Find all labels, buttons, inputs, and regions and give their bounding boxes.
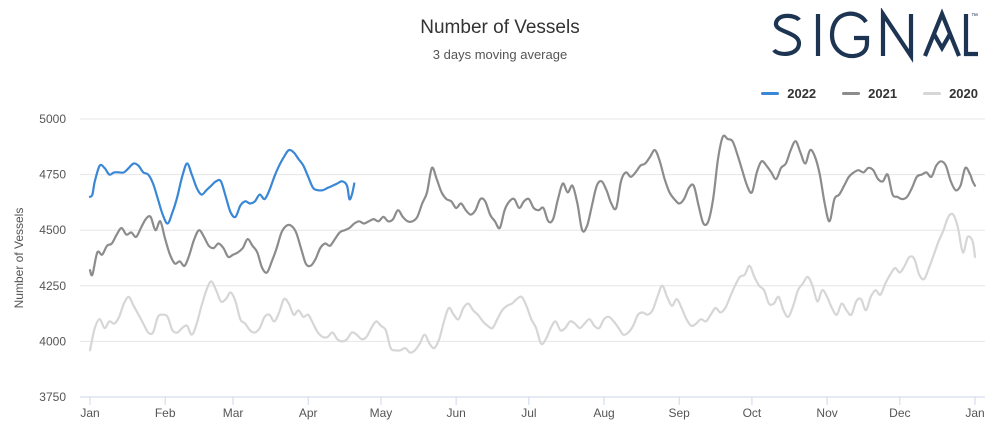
- legend-item-2022[interactable]: 2022: [761, 86, 816, 101]
- y-tick-label: 5000: [39, 112, 66, 126]
- legend-swatch-2022: [761, 92, 780, 95]
- chart-legend: 2022 2021 2020: [761, 86, 978, 101]
- x-tick-label: Oct: [743, 406, 762, 420]
- legend-item-2020[interactable]: 2020: [923, 86, 978, 101]
- x-tick-label: May: [370, 406, 393, 420]
- legend-label-2021: 2021: [868, 86, 898, 101]
- legend-swatch-2020: [923, 92, 942, 95]
- legend-swatch-2021: [842, 92, 861, 95]
- y-tick-label: 3750: [39, 390, 66, 404]
- y-tick-label: 4250: [39, 279, 66, 293]
- x-tick-label: Sep: [669, 406, 691, 420]
- legend-label-2020: 2020: [949, 86, 978, 101]
- x-tick-label: Jun: [446, 406, 465, 420]
- y-tick-label: 4750: [39, 168, 66, 182]
- signal-logo: ™: [772, 8, 978, 63]
- legend-label-2022: 2022: [787, 86, 817, 101]
- x-tick-label: Nov: [816, 406, 837, 420]
- series-line-2022: [88, 148, 356, 225]
- y-tick-label: 4500: [39, 223, 66, 237]
- legend-item-2021[interactable]: 2021: [842, 86, 897, 101]
- x-tick-label: Jan: [80, 406, 99, 420]
- chart-subtitle: 3 days moving average: [432, 47, 568, 62]
- x-tick-label: Jul: [521, 406, 536, 420]
- x-tick-label: Mar: [223, 406, 244, 420]
- x-tick-label: Aug: [593, 406, 614, 420]
- y-tick-label: 4000: [39, 334, 66, 348]
- chart-title: Number of Vessels: [420, 17, 580, 38]
- y-axis-title: Number of Vessels: [12, 208, 26, 309]
- x-tick-label: Feb: [155, 406, 176, 420]
- series-line-2020: [88, 212, 977, 354]
- x-tick-label: Jan: [965, 406, 984, 420]
- x-tick-label: Dec: [889, 406, 910, 420]
- x-tick-label: Apr: [299, 406, 318, 420]
- series-line-2021: [88, 134, 977, 277]
- trademark-mark: ™: [971, 13, 978, 20]
